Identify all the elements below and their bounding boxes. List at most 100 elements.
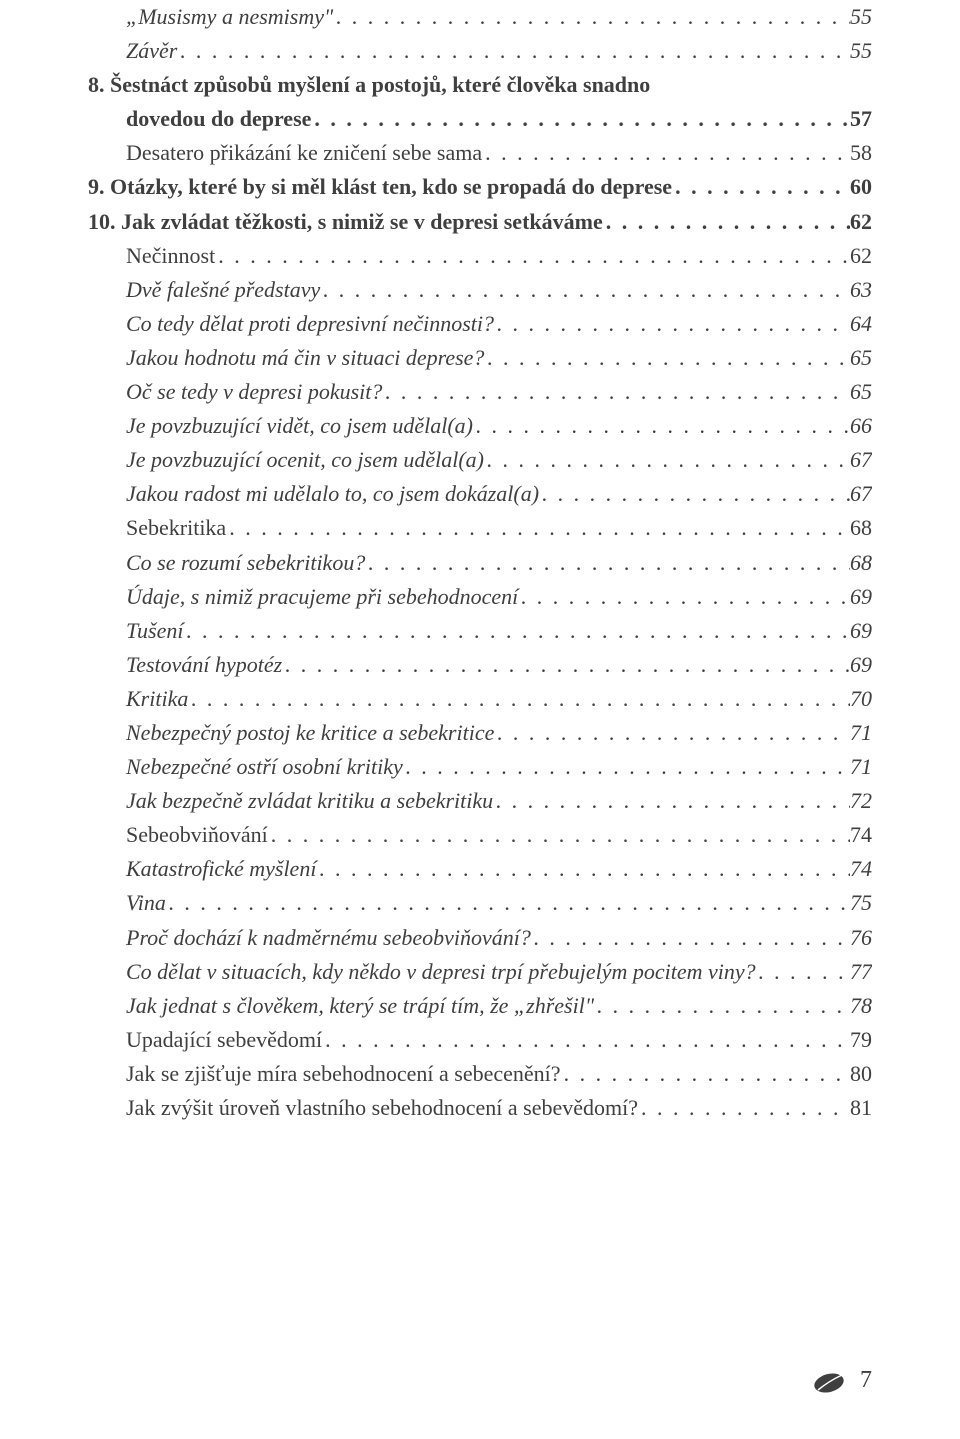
toc-entry: Údaje, s nimiž pracujeme při sebehodnoce…: [88, 580, 872, 614]
toc-label: Co tedy dělat proti depresivní nečinnost…: [126, 307, 494, 341]
toc-entry: 10. Jak zvládat těžkosti, s nimiž se v d…: [88, 205, 872, 239]
toc-leader-dots: [603, 205, 850, 239]
toc-page-number: 74: [850, 852, 872, 886]
toc-leader-dots: [166, 886, 850, 920]
toc-label: Co se rozumí sebekritikou?: [126, 546, 365, 580]
toc-entry: Jak bezpečně zvládat kritiku a sebekriti…: [88, 784, 872, 818]
toc-page-number: 76: [850, 921, 872, 955]
toc-entry: Jakou hodnotu má čin v situaci deprese?6…: [88, 341, 872, 375]
toc-label: Závěr: [126, 34, 177, 68]
toc-page-number: 72: [850, 784, 872, 818]
toc-page-number: 64: [850, 307, 872, 341]
toc-label: Jak jednat s člověkem, který se trápí tí…: [126, 989, 594, 1023]
toc-entry: Desatero přikázání ke zničení sebe sama 5…: [88, 136, 872, 170]
toc-page-number: 63: [850, 273, 872, 307]
toc-page-number: 74: [850, 818, 872, 852]
toc-entry: Tušení 69: [88, 614, 872, 648]
toc-label: Vina: [126, 886, 166, 920]
toc-leader-dots: [756, 955, 850, 989]
toc-entry: Jakou radost mi udělalo to, co jsem doká…: [88, 477, 872, 511]
toc-label: dovedou do deprese: [126, 102, 311, 136]
toc-page-number: 57: [850, 102, 872, 136]
toc-page-number: 62: [850, 239, 872, 273]
toc-label: Co dělat v situacích, kdy někdo v depres…: [126, 955, 756, 989]
toc-leader-dots: [561, 1057, 850, 1091]
toc-page-number: 55: [850, 34, 872, 68]
toc-leader-dots: [484, 443, 850, 477]
toc-label: Sebekritika: [126, 511, 226, 545]
toc-label: Nebezpečné ostří osobní kritiky: [126, 750, 403, 784]
toc-label: „Musismy a nesmismy": [126, 0, 333, 34]
toc-leader-dots: [531, 921, 850, 955]
toc-label: Upadající sebevědomí: [126, 1023, 322, 1057]
toc-leader-dots: [672, 170, 850, 204]
toc-label: Tušení: [126, 614, 183, 648]
toc-label: Jak zvýšit úroveň vlastního sebehodnocen…: [126, 1091, 638, 1125]
toc-entry: „Musismy a nesmismy"55: [88, 0, 872, 34]
toc-entry: Sebekritika 68: [88, 511, 872, 545]
toc-page-number: 68: [850, 511, 872, 545]
toc-label: Testování hypotéz: [126, 648, 282, 682]
toc-page-number: 58: [850, 136, 872, 170]
toc-page-number: 79: [850, 1023, 872, 1057]
toc-label: Jak bezpečně zvládat kritiku a sebekriti…: [126, 784, 493, 818]
toc-entry: Kritika70: [88, 682, 872, 716]
toc-page-number: 71: [850, 750, 872, 784]
toc-page-number: 80: [850, 1057, 872, 1091]
toc-leader-dots: [215, 239, 850, 273]
toc-page-number: 78: [850, 989, 872, 1023]
toc-leader-dots: [482, 136, 850, 170]
toc-label: Nebezpečný postoj ke kritice a sebekriti…: [126, 716, 494, 750]
toc-leader-dots: [188, 682, 850, 716]
toc-entry: Testování hypotéz69: [88, 648, 872, 682]
toc-label: 8. Šestnáct způsobů myšlení a postojů, k…: [88, 68, 650, 102]
toc-label: Desatero přikázání ke zničení sebe sama: [126, 136, 482, 170]
toc-leader-dots: [539, 477, 850, 511]
toc-label: Dvě falešné představy: [126, 273, 320, 307]
toc-leader-dots: [594, 989, 850, 1023]
toc-entry: Nečinnost 62: [88, 239, 872, 273]
toc-leader-dots: [316, 852, 850, 886]
toc-label: Údaje, s nimiž pracujeme při sebehodnoce…: [126, 580, 518, 614]
toc-page-number: 69: [850, 614, 872, 648]
toc-label: Jakou radost mi udělalo to, co jsem doká…: [126, 477, 539, 511]
toc-entry: Nebezpečný postoj ke kritice a sebekriti…: [88, 716, 872, 750]
toc-entry: Jak zvýšit úroveň vlastního sebehodnocen…: [88, 1091, 872, 1125]
toc-label: Oč se tedy v depresi pokusit?: [126, 375, 382, 409]
toc-leader-dots: [282, 648, 850, 682]
toc-page-number: 71: [850, 716, 872, 750]
toc-entry: Oč se tedy v depresi pokusit?65: [88, 375, 872, 409]
toc-leader-dots: [268, 818, 850, 852]
toc-entry: Upadající sebevědomí 79: [88, 1023, 872, 1057]
toc-label: Nečinnost: [126, 239, 215, 273]
toc-entry: Co se rozumí sebekritikou? 68: [88, 546, 872, 580]
toc-label: Jak se zjišťuje míra sebehodnocení a seb…: [126, 1057, 561, 1091]
toc-leader-dots: [183, 614, 850, 648]
toc-leader-dots: [365, 546, 850, 580]
toc-page-number: 69: [850, 580, 872, 614]
toc-page-number: 67: [850, 443, 872, 477]
toc-entry: Jak jednat s člověkem, který se trápí tí…: [88, 989, 872, 1023]
toc-entry: Dvě falešné představy 63: [88, 273, 872, 307]
toc-page-number: 65: [850, 341, 872, 375]
toc-label: Sebeobviňování: [126, 818, 268, 852]
toc-entry: Nebezpečné ostří osobní kritiky 71: [88, 750, 872, 784]
toc-label: 9. Otázky, které by si měl klást ten, kd…: [88, 170, 672, 204]
toc-leader-dots: [403, 750, 850, 784]
toc-leader-dots: [494, 716, 850, 750]
toc-leader-dots: [473, 409, 850, 443]
toc-entry: Co dělat v situacích, kdy někdo v depres…: [88, 955, 872, 989]
toc-page-number: 68: [850, 546, 872, 580]
toc-page-number: 66: [850, 409, 872, 443]
toc-page-number: 67: [850, 477, 872, 511]
toc-page-number: 62: [850, 205, 872, 239]
toc-label: 10. Jak zvládat těžkosti, s nimiž se v d…: [88, 205, 603, 239]
toc-entry: Je povzbuzující vidět, co jsem udělal(a)…: [88, 409, 872, 443]
toc-label: Proč dochází k nadměrnému sebeobviňování…: [126, 921, 531, 955]
toc-page-number: 81: [850, 1091, 872, 1125]
toc-leader-dots: [311, 102, 850, 136]
toc-leader-dots: [493, 784, 850, 818]
toc-label: Je povzbuzující ocenit, co jsem udělal(a…: [126, 443, 484, 477]
toc-entry: Závěr 55: [88, 34, 872, 68]
toc-entry: 9. Otázky, které by si měl klást ten, kd…: [88, 170, 872, 204]
